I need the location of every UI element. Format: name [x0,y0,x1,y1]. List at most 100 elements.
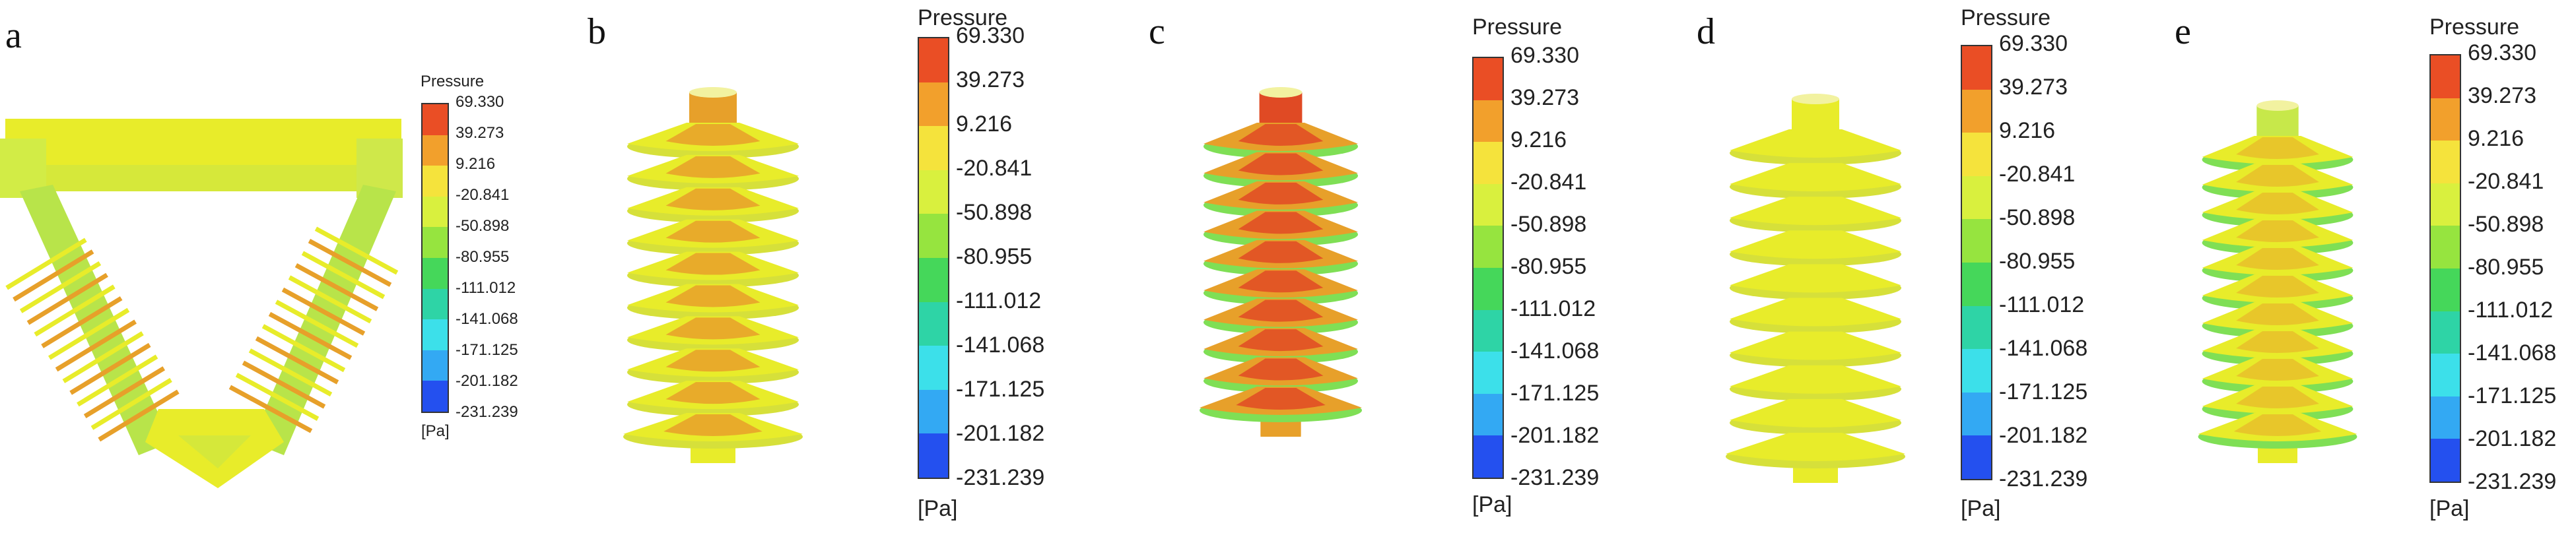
legend-tick-label: -50.898 [456,217,510,236]
fin [308,239,392,287]
legend-swatch [1962,392,1991,436]
panel-c: c Pressure 69.330 39.273 9.216 -20.841 -50.8… [1122,0,1664,537]
panel-a: a Pressure 69.330 39.273 9.216 -20.841 -50.8… [0,0,518,537]
panel-letter: d [1697,11,1715,52]
fin [294,263,379,311]
insulator-shed [1730,398,1901,435]
legend-swatch [1962,349,1991,393]
right-insulator-fins [228,226,399,433]
legend-color-bar [421,103,449,413]
legend-swatch [919,38,948,82]
legend-tick-label: -201.182 [956,420,1045,446]
legend-tick-label: -141.068 [956,332,1045,358]
legend-tick-label: -50.898 [956,199,1033,225]
insulator-shed [1730,129,1901,165]
panel-d: d Pressure 69.330 39.273 9.216 -20.841 -50.8… [1677,0,2152,537]
insulator-shed [1730,163,1901,199]
legend-tick-label: -80.955 [956,243,1033,269]
legend-swatch [1962,435,1991,479]
fin [268,311,353,360]
legend-swatch [2431,183,2460,226]
legend-tick-label: -111.012 [1999,292,2085,317]
legend-tick-label: -111.012 [2468,297,2554,323]
insulator-shed [2202,274,2354,310]
legend-unit: [Pa] [2429,496,2470,521]
legend-swatch [423,319,448,350]
legend-tick-label: 69.330 [956,22,1025,48]
legend-swatch [1474,393,1503,436]
legend-title: Pressure [421,73,485,90]
legend-swatch [1962,133,1991,176]
legend-tick-label: -50.898 [2468,211,2544,237]
legend-tick-label: 69.330 [2468,40,2536,65]
legend-swatch [423,288,448,320]
insulator-shed [1730,331,1901,367]
legend-swatch [919,301,948,346]
panel-letter: b [588,11,606,52]
legend-tick-label: -201.182 [2468,426,2557,451]
legend-tick-label: -171.125 [956,376,1045,402]
insulator-shed [623,413,803,449]
legend-tick-label: -50.898 [1999,205,2076,230]
legend-tick-label: 39.273 [1999,74,2068,100]
insulator-shed [1203,181,1358,217]
fin [13,249,94,302]
fin [5,237,87,290]
legend-swatch [919,389,948,434]
legend-tick-label: -50.898 [1510,211,1587,237]
legend-tick-label: -231.239 [1999,466,2088,491]
insulator-shed [627,381,799,417]
fin [34,284,116,337]
legend-tick-label: -80.955 [456,248,510,267]
legend-swatch [919,346,948,390]
insulator-shed [2202,358,2354,393]
legend-tick-label: -231.239 [456,403,518,422]
legend-tick-label: -141.068 [2468,340,2557,365]
legend-swatch [1962,89,1991,133]
legend-tick-label: 9.216 [456,155,496,174]
panel-letter: e [2175,11,2191,52]
legend-tick-label: -171.125 [1999,379,2088,404]
insulator-shed [627,219,799,255]
legend-tick-label: -20.841 [456,186,510,205]
legend-unit: [Pa] [1472,492,1512,517]
panel-b: b Pressure 69.330 39.273 9.216 -20.841 -50.8… [568,0,1109,537]
legend-tick-label: -231.239 [2468,468,2557,494]
fin [288,275,372,324]
legend-swatch [919,170,948,214]
legend-swatch [919,214,948,258]
legend-unit: [Pa] [1961,496,2001,521]
legend-swatch [2431,55,2460,98]
legend-tick-label: -201.182 [1510,422,1600,448]
panel-letter: c [1149,11,1165,52]
legend-tick-label: -141.068 [1510,338,1600,363]
legend-swatch [2431,311,2460,354]
fin [301,251,386,300]
insulator-shed [627,123,799,158]
legend-swatch [423,135,448,166]
legend-tick-label: -20.841 [1510,169,1587,195]
legend-tick-label: -141.068 [1999,335,2088,361]
insulator-shed [1203,269,1358,305]
legend-swatch [2431,354,2460,396]
legend-tick-label: 69.330 [1510,42,1579,68]
insulator-shed [627,154,799,191]
insulator-shed [2198,413,2357,449]
legend-tick-label: -231.239 [956,464,1045,490]
legend-color-bar [1472,57,1504,479]
insulator-shed [1730,365,1901,401]
insulator-shed [1730,230,1901,267]
fin [41,296,123,348]
legend-tick-label: 39.273 [2468,82,2536,108]
insulator-shed [1203,152,1358,188]
legend-swatch [2431,98,2460,141]
fin [77,354,158,407]
insulator-c-render [1200,87,1362,437]
legend-tick-label: 9.216 [1999,117,2056,143]
insulator-shed [1203,123,1358,158]
legend-unit: [Pa] [421,422,450,440]
legend-title: Pressure [1961,5,2051,30]
legend-swatch [423,257,448,289]
insulator-shed [627,251,799,288]
legend-tick-label: 39.273 [456,124,504,142]
